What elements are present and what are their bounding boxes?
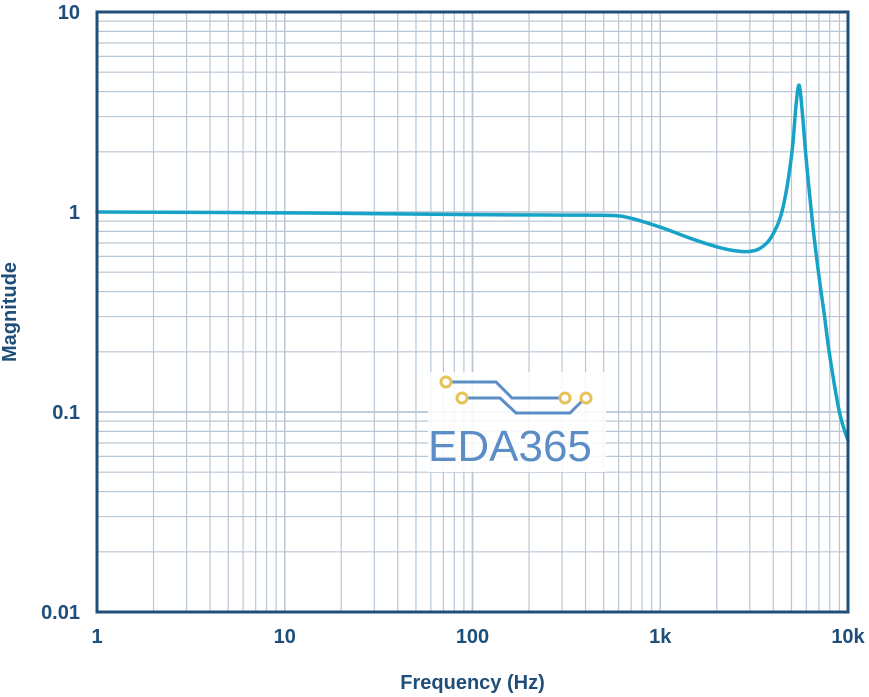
watermark-pad-3	[558, 391, 572, 405]
x-tick-label: 10	[274, 626, 296, 648]
y-tick-label: 0.1	[52, 402, 80, 424]
x-tick-label: 1	[91, 626, 102, 648]
watermark-trace-bottom	[462, 396, 587, 415]
watermark-pad-1	[439, 375, 453, 389]
x-axis-label: Frequency (Hz)	[400, 672, 544, 694]
y-tick-label: 0.01	[41, 602, 80, 624]
grid	[96, 11, 849, 613]
series-line-1	[95, 83, 850, 443]
x-tick-labels: 1 10 100 1k 10k	[91, 626, 865, 648]
eda365-watermark: EDA365	[428, 372, 606, 472]
x-tick-label: 10k	[831, 626, 865, 648]
y-tick-labels: 10 1 0.1 0.01	[41, 2, 80, 624]
x-tick-label: 100	[456, 626, 489, 648]
y-tick-label: 1	[69, 202, 80, 224]
watermark-background	[428, 372, 606, 472]
watermark-pad-2	[455, 391, 469, 405]
y-axis-label: Magnitude	[0, 262, 21, 362]
plot-frame	[95, 10, 850, 614]
watermark-text: EDA365	[428, 422, 592, 471]
x-tick-label: 1k	[649, 626, 672, 648]
series-group	[95, 83, 850, 443]
y-tick-label: 10	[58, 2, 80, 24]
watermark-trace-top	[446, 380, 565, 400]
watermark-pad-4	[579, 391, 593, 405]
